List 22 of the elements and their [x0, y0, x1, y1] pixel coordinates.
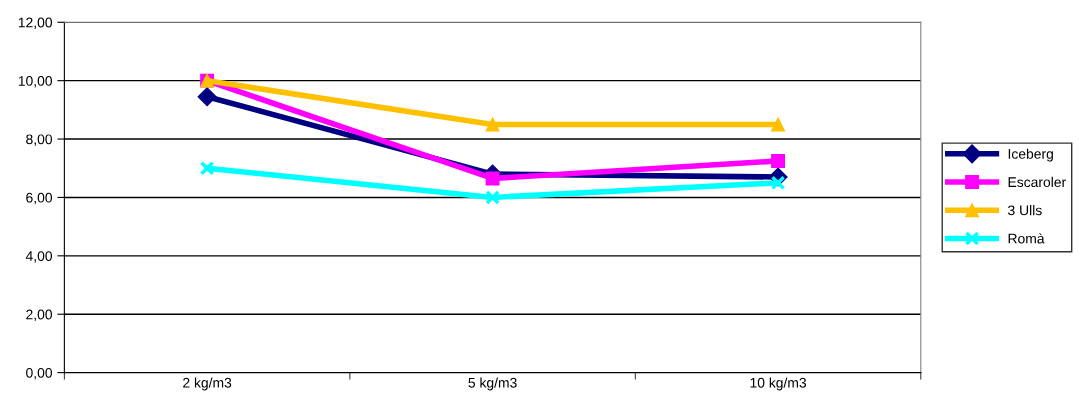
y-tick-label: 10,00: [18, 76, 53, 88]
legend-label: 3 Ulls: [1008, 205, 1042, 216]
point: [771, 154, 786, 168]
legend-label: Escaroler: [1008, 176, 1066, 188]
point: [771, 117, 786, 132]
point: [485, 190, 500, 205]
point: [485, 171, 500, 186]
legend-label: Iceberg: [1008, 148, 1053, 162]
x-tick-label: 5 kg/m3: [468, 377, 517, 391]
point: [485, 117, 500, 132]
y-tick-label: 6,00: [26, 192, 53, 205]
x-tick-label: 10 kg/m3: [750, 377, 807, 391]
point: [770, 175, 786, 191]
point: [197, 87, 217, 107]
point: [199, 160, 215, 176]
y-tick-label: 12,00: [18, 17, 53, 30]
legend-label: Romà: [1008, 233, 1045, 244]
y-tick-label: 8,00: [26, 134, 53, 146]
y-tick-label: 4,00: [25, 251, 53, 263]
y-tick-label: 0,00: [26, 367, 53, 380]
y-tick-label: 2,00: [26, 309, 53, 322]
x-tick-label: 2 kg/m3: [183, 377, 232, 391]
